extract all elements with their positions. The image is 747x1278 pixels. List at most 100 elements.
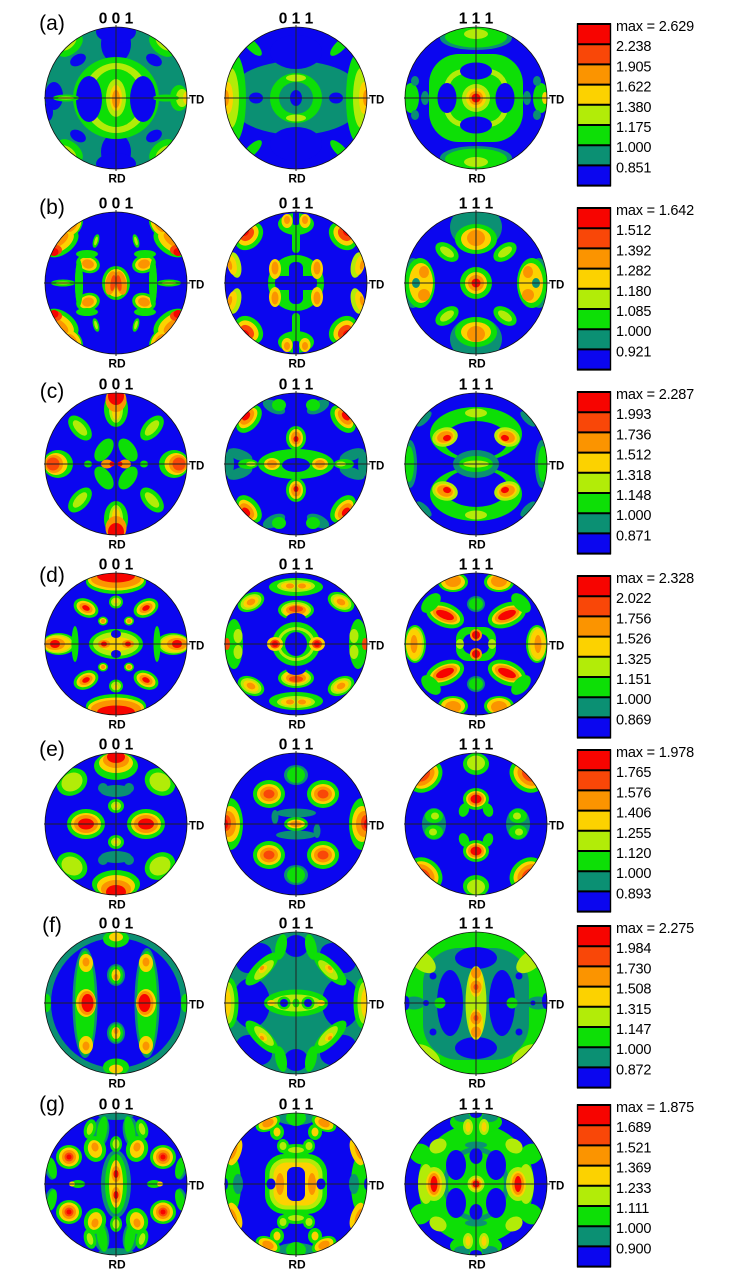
svg-text:TD: TD bbox=[369, 641, 384, 653]
svg-text:0 0 1: 0 0 1 bbox=[99, 916, 134, 933]
svg-text:1.380: 1.380 bbox=[616, 100, 651, 116]
svg-text:1.730: 1.730 bbox=[616, 961, 651, 977]
svg-text:max = 2.287: max = 2.287 bbox=[616, 387, 694, 403]
svg-text:(a): (a) bbox=[39, 12, 65, 35]
svg-text:TD: TD bbox=[549, 821, 564, 833]
svg-text:1.689: 1.689 bbox=[616, 1120, 651, 1136]
svg-text:RD: RD bbox=[108, 718, 126, 732]
svg-text:1 1 1: 1 1 1 bbox=[459, 916, 494, 933]
svg-text:1.765: 1.765 bbox=[616, 765, 651, 781]
svg-text:TD: TD bbox=[189, 95, 204, 107]
svg-text:RD: RD bbox=[288, 898, 306, 912]
svg-text:(e): (e) bbox=[39, 738, 65, 761]
svg-text:1.756: 1.756 bbox=[616, 611, 651, 627]
svg-text:0.872: 0.872 bbox=[616, 1062, 651, 1078]
svg-text:1.512: 1.512 bbox=[616, 223, 651, 239]
svg-text:1.000: 1.000 bbox=[616, 140, 651, 156]
svg-text:1 1 1: 1 1 1 bbox=[459, 557, 494, 574]
svg-text:TD: TD bbox=[189, 1181, 204, 1193]
svg-text:1 1 1: 1 1 1 bbox=[459, 737, 494, 754]
svg-text:0 0 1: 0 0 1 bbox=[99, 11, 134, 28]
svg-text:RD: RD bbox=[468, 1258, 486, 1272]
svg-text:1.905: 1.905 bbox=[616, 59, 651, 75]
svg-text:1.233: 1.233 bbox=[616, 1181, 651, 1197]
svg-text:1 1 1: 1 1 1 bbox=[459, 196, 494, 213]
svg-text:2.238: 2.238 bbox=[616, 39, 651, 55]
svg-text:max = 2.629: max = 2.629 bbox=[616, 19, 694, 35]
svg-text:RD: RD bbox=[468, 718, 486, 732]
svg-text:1 1 1: 1 1 1 bbox=[459, 11, 494, 28]
svg-text:1 1 1: 1 1 1 bbox=[459, 377, 494, 394]
svg-text:TD: TD bbox=[189, 821, 204, 833]
svg-text:RD: RD bbox=[288, 357, 306, 371]
svg-text:max = 2.328: max = 2.328 bbox=[616, 571, 694, 587]
svg-text:TD: TD bbox=[549, 1000, 564, 1012]
svg-text:0 0 1: 0 0 1 bbox=[99, 377, 134, 394]
svg-text:RD: RD bbox=[468, 1077, 486, 1091]
svg-text:0.921: 0.921 bbox=[616, 344, 651, 360]
svg-text:0 0 1: 0 0 1 bbox=[99, 196, 134, 213]
svg-text:RD: RD bbox=[108, 357, 126, 371]
svg-text:1.369: 1.369 bbox=[616, 1161, 651, 1177]
svg-text:TD: TD bbox=[189, 280, 204, 292]
svg-text:0.900: 0.900 bbox=[616, 1241, 651, 1257]
svg-text:1.406: 1.406 bbox=[616, 806, 651, 822]
svg-text:RD: RD bbox=[108, 1077, 126, 1091]
svg-text:RD: RD bbox=[468, 898, 486, 912]
svg-text:1.512: 1.512 bbox=[616, 448, 651, 464]
svg-text:0.871: 0.871 bbox=[616, 528, 651, 544]
svg-text:0 1 1: 0 1 1 bbox=[279, 916, 314, 933]
svg-text:RD: RD bbox=[468, 538, 486, 552]
svg-text:(g): (g) bbox=[39, 1093, 65, 1116]
svg-text:1.325: 1.325 bbox=[616, 652, 651, 668]
svg-text:(c): (c) bbox=[40, 380, 65, 403]
svg-text:TD: TD bbox=[369, 461, 384, 473]
svg-text:0 1 1: 0 1 1 bbox=[279, 11, 314, 28]
svg-text:1.622: 1.622 bbox=[616, 80, 651, 96]
svg-text:1.000: 1.000 bbox=[616, 324, 651, 340]
svg-text:TD: TD bbox=[549, 1181, 564, 1193]
svg-text:(f): (f) bbox=[42, 914, 62, 937]
svg-text:RD: RD bbox=[288, 538, 306, 552]
svg-text:1.526: 1.526 bbox=[616, 632, 651, 648]
svg-text:RD: RD bbox=[288, 1258, 306, 1272]
svg-text:1.000: 1.000 bbox=[616, 1221, 651, 1237]
svg-text:1.521: 1.521 bbox=[616, 1140, 651, 1156]
svg-text:RD: RD bbox=[108, 898, 126, 912]
svg-text:1.175: 1.175 bbox=[616, 120, 651, 136]
svg-text:(d): (d) bbox=[39, 564, 65, 587]
svg-text:max = 1.978: max = 1.978 bbox=[616, 745, 694, 761]
svg-text:TD: TD bbox=[549, 280, 564, 292]
svg-text:1.508: 1.508 bbox=[616, 982, 651, 998]
svg-text:TD: TD bbox=[189, 461, 204, 473]
svg-text:1.993: 1.993 bbox=[616, 407, 651, 423]
svg-text:RD: RD bbox=[108, 538, 126, 552]
svg-text:0 0 1: 0 0 1 bbox=[99, 557, 134, 574]
svg-text:max = 1.642: max = 1.642 bbox=[616, 203, 694, 219]
svg-text:1.255: 1.255 bbox=[616, 826, 651, 842]
svg-text:max = 1.875: max = 1.875 bbox=[616, 1100, 694, 1116]
svg-text:0 1 1: 0 1 1 bbox=[279, 1097, 314, 1114]
svg-text:0.851: 0.851 bbox=[616, 160, 651, 176]
svg-text:RD: RD bbox=[288, 718, 306, 732]
svg-text:1.151: 1.151 bbox=[616, 672, 651, 688]
svg-text:max = 2.275: max = 2.275 bbox=[616, 921, 694, 937]
svg-text:TD: TD bbox=[369, 95, 384, 107]
svg-text:TD: TD bbox=[189, 1000, 204, 1012]
svg-text:0 1 1: 0 1 1 bbox=[279, 557, 314, 574]
svg-text:TD: TD bbox=[189, 641, 204, 653]
svg-text:TD: TD bbox=[549, 641, 564, 653]
svg-text:RD: RD bbox=[468, 357, 486, 371]
svg-text:0 1 1: 0 1 1 bbox=[279, 196, 314, 213]
svg-text:0.893: 0.893 bbox=[616, 886, 651, 902]
svg-text:1.111: 1.111 bbox=[616, 1201, 649, 1217]
svg-text:1.000: 1.000 bbox=[616, 508, 651, 524]
svg-text:1.120: 1.120 bbox=[616, 846, 651, 862]
svg-text:(b): (b) bbox=[39, 196, 65, 219]
svg-text:1 1 1: 1 1 1 bbox=[459, 1097, 494, 1114]
svg-text:RD: RD bbox=[108, 172, 126, 186]
svg-text:0 1 1: 0 1 1 bbox=[279, 737, 314, 754]
svg-text:1.318: 1.318 bbox=[616, 468, 651, 484]
svg-text:RD: RD bbox=[288, 172, 306, 186]
svg-text:RD: RD bbox=[468, 172, 486, 186]
